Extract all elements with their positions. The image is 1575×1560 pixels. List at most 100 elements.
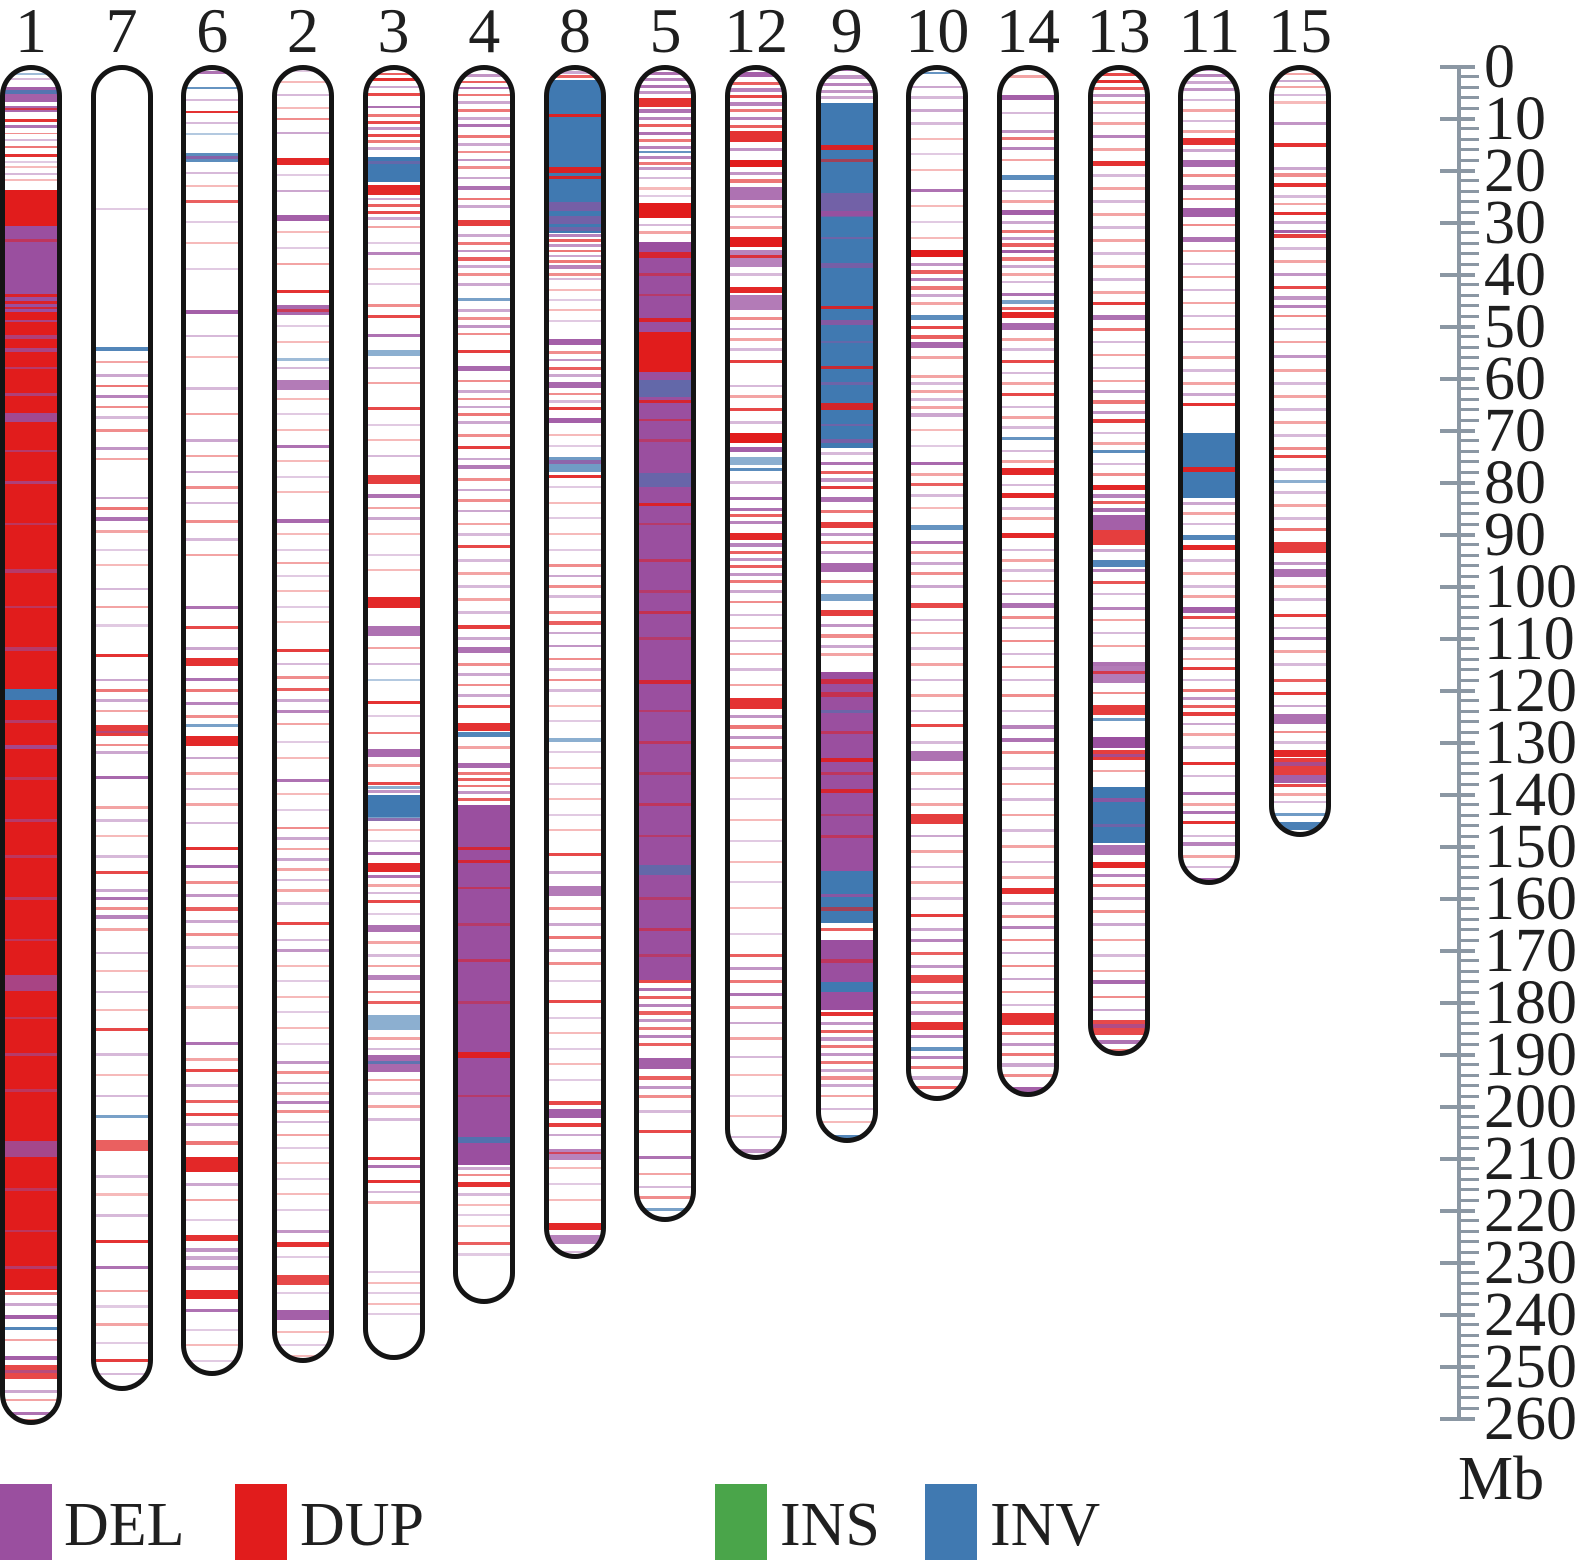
sv-band-del (367, 789, 420, 793)
sv-band-del (367, 494, 420, 498)
sv-band-dup (1183, 803, 1236, 806)
sv-band-dup (367, 121, 420, 124)
sv-band-del (820, 340, 873, 344)
sv-band-dup (276, 621, 329, 624)
minor-tick (1459, 491, 1479, 495)
sv-band-dup (820, 1029, 873, 1033)
sv-band-del (186, 756, 239, 760)
minor-tick (1459, 512, 1479, 516)
sv-band-del (1002, 507, 1055, 510)
sv-band-del (730, 496, 783, 501)
sv-band-dup (1002, 257, 1055, 261)
sv-band-del (1273, 517, 1326, 520)
sv-band-del (639, 1155, 692, 1160)
minor-tick (1459, 158, 1479, 162)
sv-band-dup (1002, 460, 1055, 463)
sv-band-del (1273, 355, 1326, 358)
sv-band-dup (458, 135, 511, 138)
sv-band-del (276, 247, 329, 250)
sv-band-del (367, 455, 420, 458)
sv-band-del (186, 677, 239, 681)
sv-band-dup (1092, 995, 1145, 999)
sv-band-dup (186, 553, 239, 557)
sv-band-dup (367, 781, 420, 785)
sv-band-dup (548, 309, 601, 312)
sv-band-del (548, 1183, 601, 1186)
chromosome-11-outline (1178, 65, 1241, 886)
sv-band-dup (95, 564, 148, 567)
sv-band-dup (1092, 148, 1145, 151)
sv-band-dup (5, 312, 57, 689)
sv-band-dup (367, 474, 420, 484)
sv-band-del (1092, 431, 1145, 435)
sv-band-del (5, 173, 57, 176)
sv-band-del (548, 871, 601, 874)
tick-label-220: 220 (1484, 1177, 1575, 1245)
sv-band-del (730, 481, 783, 484)
sv-band-del (186, 787, 239, 791)
sv-band-dup (911, 850, 964, 853)
minor-tick (1459, 304, 1479, 308)
sv-band-del (276, 1101, 329, 1104)
chromosome-label-10: 10 (905, 0, 970, 66)
sv-band-dup (639, 138, 692, 142)
sv-band-dup (458, 273, 511, 276)
sv-band-dup (548, 1222, 601, 1230)
sv-band-del (1183, 842, 1236, 846)
sv-band-dup (186, 486, 239, 489)
major-tick (1440, 1313, 1475, 1317)
sv-band-dup (1002, 382, 1055, 385)
sv-band-inv (730, 468, 783, 472)
sv-band-del (1273, 491, 1326, 494)
sv-band-del (1183, 834, 1236, 838)
sv-band-del (458, 790, 511, 794)
sv-band-dup (276, 1241, 329, 1247)
sv-band-dup (820, 772, 873, 776)
sv-band-dup (186, 520, 239, 523)
sv-band-del (730, 639, 783, 643)
minor-tick (1459, 980, 1479, 984)
sv-band-del (548, 227, 601, 232)
sv-band-del (911, 221, 964, 224)
sv-band-dup (639, 741, 692, 744)
tick-label-150: 150 (1484, 813, 1575, 881)
sv-band-dup (639, 231, 692, 234)
sv-band-dup (730, 160, 783, 167)
sv-band-dup (367, 210, 420, 214)
minor-tick (1459, 1385, 1479, 1389)
sv-band-del (276, 605, 329, 608)
sv-band-inv (367, 1015, 420, 1031)
sv-band-dup (95, 1140, 148, 1151)
sv-band-dup (1273, 447, 1326, 450)
sv-band-del (95, 915, 148, 919)
sv-band-dup (186, 964, 239, 968)
minor-tick (1459, 106, 1479, 110)
sv-band-inv (458, 732, 511, 737)
sv-band-dup (730, 579, 783, 583)
sv-band-del (186, 1255, 239, 1260)
sv-band-del (1002, 265, 1055, 269)
sv-band-del (186, 387, 239, 390)
sv-band-del (911, 397, 964, 401)
sv-band-inv (458, 1137, 511, 1143)
sv-band-dup (367, 647, 420, 650)
legend-label-ins: INS (780, 1491, 880, 1559)
chromosome-8-outline (543, 65, 606, 1259)
sv-band-dup (1002, 338, 1055, 341)
major-tick (1440, 1209, 1475, 1213)
sv-band-del (5, 777, 57, 780)
sv-band-del (820, 1107, 873, 1111)
sv-band-dup (730, 954, 783, 958)
sv-band-dup (820, 579, 873, 583)
sv-band-dup (639, 418, 692, 422)
chromosome-label-12: 12 (724, 0, 789, 66)
sv-band-del (1273, 713, 1326, 725)
tick-label-260: 260 (1484, 1385, 1575, 1453)
sv-band-del (730, 735, 783, 739)
sv-band-dup (911, 335, 964, 339)
sv-band-del (1183, 340, 1236, 344)
sv-band-del (367, 334, 420, 338)
sv-band-dup (639, 980, 692, 984)
sv-band-dup (5, 107, 57, 110)
minor-tick (1459, 1271, 1479, 1275)
